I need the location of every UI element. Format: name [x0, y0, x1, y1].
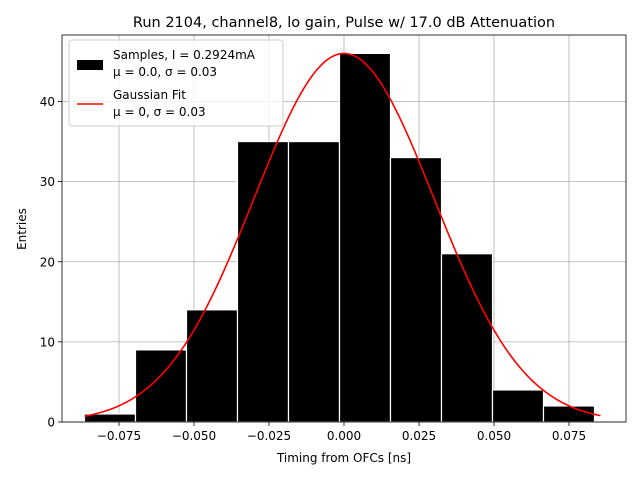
y-tick-label: 40	[40, 95, 55, 109]
histogram-bar	[491, 389, 545, 423]
x-tick-label: 0.075	[552, 429, 586, 443]
legend-stats-samples: μ = 0.0, σ = 0.03	[113, 65, 217, 79]
histogram-bars	[83, 52, 596, 423]
histogram-bar	[236, 140, 290, 423]
x-tick-label: 0.025	[402, 429, 436, 443]
x-tick-label: −0.025	[247, 429, 291, 443]
legend-label-fit: Gaussian Fit	[113, 88, 186, 102]
histogram-bar	[134, 349, 188, 423]
histogram-bar	[185, 309, 239, 423]
y-tick-label: 0	[47, 416, 55, 430]
y-tick-label: 20	[40, 255, 55, 269]
y-axis-label: Entries	[15, 208, 29, 250]
histogram-bar	[287, 140, 341, 423]
y-tick-label: 30	[40, 175, 55, 189]
x-axis-label: Timing from OFCs [ns]	[276, 451, 411, 465]
histogram-bar	[338, 52, 392, 423]
legend: Samples, I = 0.2924mA μ = 0.0, σ = 0.03 …	[68, 39, 284, 127]
x-tick-label: 0.050	[477, 429, 511, 443]
gaussian-fit-curve	[84, 52, 601, 418]
y-tick-label: 10	[40, 335, 55, 349]
legend-swatch-samples	[77, 60, 103, 70]
chart-title: Run 2104, channel8, lo gain, Pulse w/ 17…	[133, 15, 555, 31]
x-tick-label: −0.075	[97, 429, 141, 443]
histogram-bar	[389, 156, 443, 423]
histogram-bar	[542, 405, 596, 423]
legend-box	[68, 39, 284, 127]
x-tick-label: 0.000	[327, 429, 361, 443]
legend-label-samples: Samples, I = 0.2924mA	[113, 48, 256, 62]
x-tick-label: −0.050	[172, 429, 216, 443]
gaussian-fit-layer	[84, 52, 601, 418]
legend-stats-fit: μ = 0, σ = 0.03	[113, 105, 206, 119]
axis-ticks: −0.075 −0.050 −0.025 0.000 0.025 0.050 0.075 0 1…	[40, 95, 586, 443]
